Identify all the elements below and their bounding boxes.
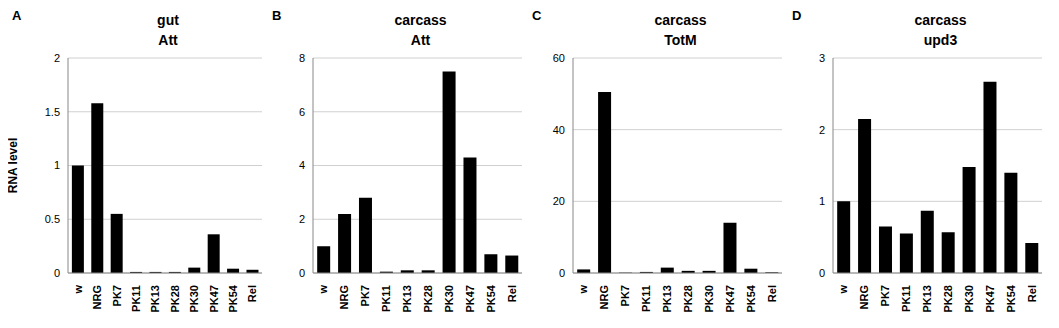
svg-text:PK13: PK13 <box>921 285 933 313</box>
html-text:carcass: carcass <box>394 12 447 28</box>
svg-text:PK47: PK47 <box>724 285 736 313</box>
svg-text:Rel: Rel <box>506 285 518 302</box>
html-text:carcass: carcass <box>654 12 707 28</box>
html-text:upd3: upd3 <box>923 32 958 48</box>
html-text:Att: Att <box>410 32 431 48</box>
svg-text:0: 0 <box>559 267 565 279</box>
svg-text:1: 1 <box>54 159 60 171</box>
html-text:D: D <box>792 8 802 23</box>
html-text:B: B <box>272 8 282 23</box>
svg-text:w: w <box>72 285 84 295</box>
svg-text:RNA level: RNA level <box>8 138 20 194</box>
svg-text:0: 0 <box>54 267 60 279</box>
svg-text:2: 2 <box>54 52 60 64</box>
svg-text:40: 40 <box>553 124 565 136</box>
html-text:carcass: carcass <box>914 12 967 28</box>
html-text:gut: gut <box>157 12 179 28</box>
svg-text:Rel: Rel <box>766 285 778 302</box>
svg-text:PK28: PK28 <box>942 285 954 313</box>
svg-text:PK11: PK11 <box>900 285 912 312</box>
svg-text:PK11: PK11 <box>380 285 392 312</box>
svg-text:PK54: PK54 <box>227 284 239 312</box>
svg-text:3: 3 <box>819 52 825 64</box>
svg-text:6: 6 <box>299 106 305 118</box>
svg-text:0: 0 <box>299 267 305 279</box>
svg-text:PK28: PK28 <box>169 285 181 313</box>
svg-text:NRG: NRG <box>858 285 870 309</box>
svg-text:NRG: NRG <box>598 285 610 309</box>
html-text:C: C <box>532 8 542 23</box>
svg-text:2: 2 <box>299 213 305 225</box>
svg-text:PK30: PK30 <box>963 285 975 313</box>
svg-text:4: 4 <box>299 159 305 171</box>
svg-text:1: 1 <box>819 195 825 207</box>
svg-text:PK11: PK11 <box>130 285 142 312</box>
html-text:Att: Att <box>158 32 178 48</box>
svg-text:PK13: PK13 <box>401 285 413 313</box>
svg-text:PK30: PK30 <box>188 285 200 313</box>
svg-text:NRG: NRG <box>91 285 103 309</box>
svg-text:PK28: PK28 <box>682 285 694 313</box>
svg-text:PK7: PK7 <box>619 285 631 306</box>
svg-text:8: 8 <box>299 52 305 64</box>
svg-text:2: 2 <box>819 124 825 136</box>
svg-text:0.5: 0.5 <box>45 213 60 225</box>
html-text:TotM: TotM <box>664 32 697 48</box>
svg-text:Rel: Rel <box>246 285 258 302</box>
svg-text:PK54: PK54 <box>745 284 757 312</box>
svg-text:PK54: PK54 <box>485 284 497 312</box>
svg-text:PK13: PK13 <box>661 285 673 313</box>
svg-text:PK28: PK28 <box>422 285 434 313</box>
svg-text:PK7: PK7 <box>111 285 123 306</box>
svg-text:60: 60 <box>553 52 565 64</box>
svg-text:Rel: Rel <box>1026 285 1038 302</box>
svg-text:PK7: PK7 <box>879 285 891 306</box>
svg-text:1.5: 1.5 <box>45 106 60 118</box>
svg-text:PK54: PK54 <box>1005 284 1017 312</box>
svg-text:PK13: PK13 <box>149 285 161 313</box>
svg-text:PK47: PK47 <box>208 285 220 313</box>
svg-text:PK7: PK7 <box>359 285 371 306</box>
svg-text:w: w <box>577 285 589 295</box>
svg-text:PK30: PK30 <box>443 285 455 313</box>
svg-text:20: 20 <box>553 195 565 207</box>
svg-text:PK47: PK47 <box>984 285 996 313</box>
svg-text:w: w <box>317 285 329 295</box>
svg-text:0: 0 <box>819 267 825 279</box>
html-text:A: A <box>12 8 22 23</box>
svg-text:PK11: PK11 <box>640 285 652 312</box>
svg-text:PK30: PK30 <box>703 285 715 313</box>
svg-text:NRG: NRG <box>338 285 350 309</box>
svg-text:w: w <box>837 285 849 295</box>
svg-text:PK47: PK47 <box>464 285 476 313</box>
